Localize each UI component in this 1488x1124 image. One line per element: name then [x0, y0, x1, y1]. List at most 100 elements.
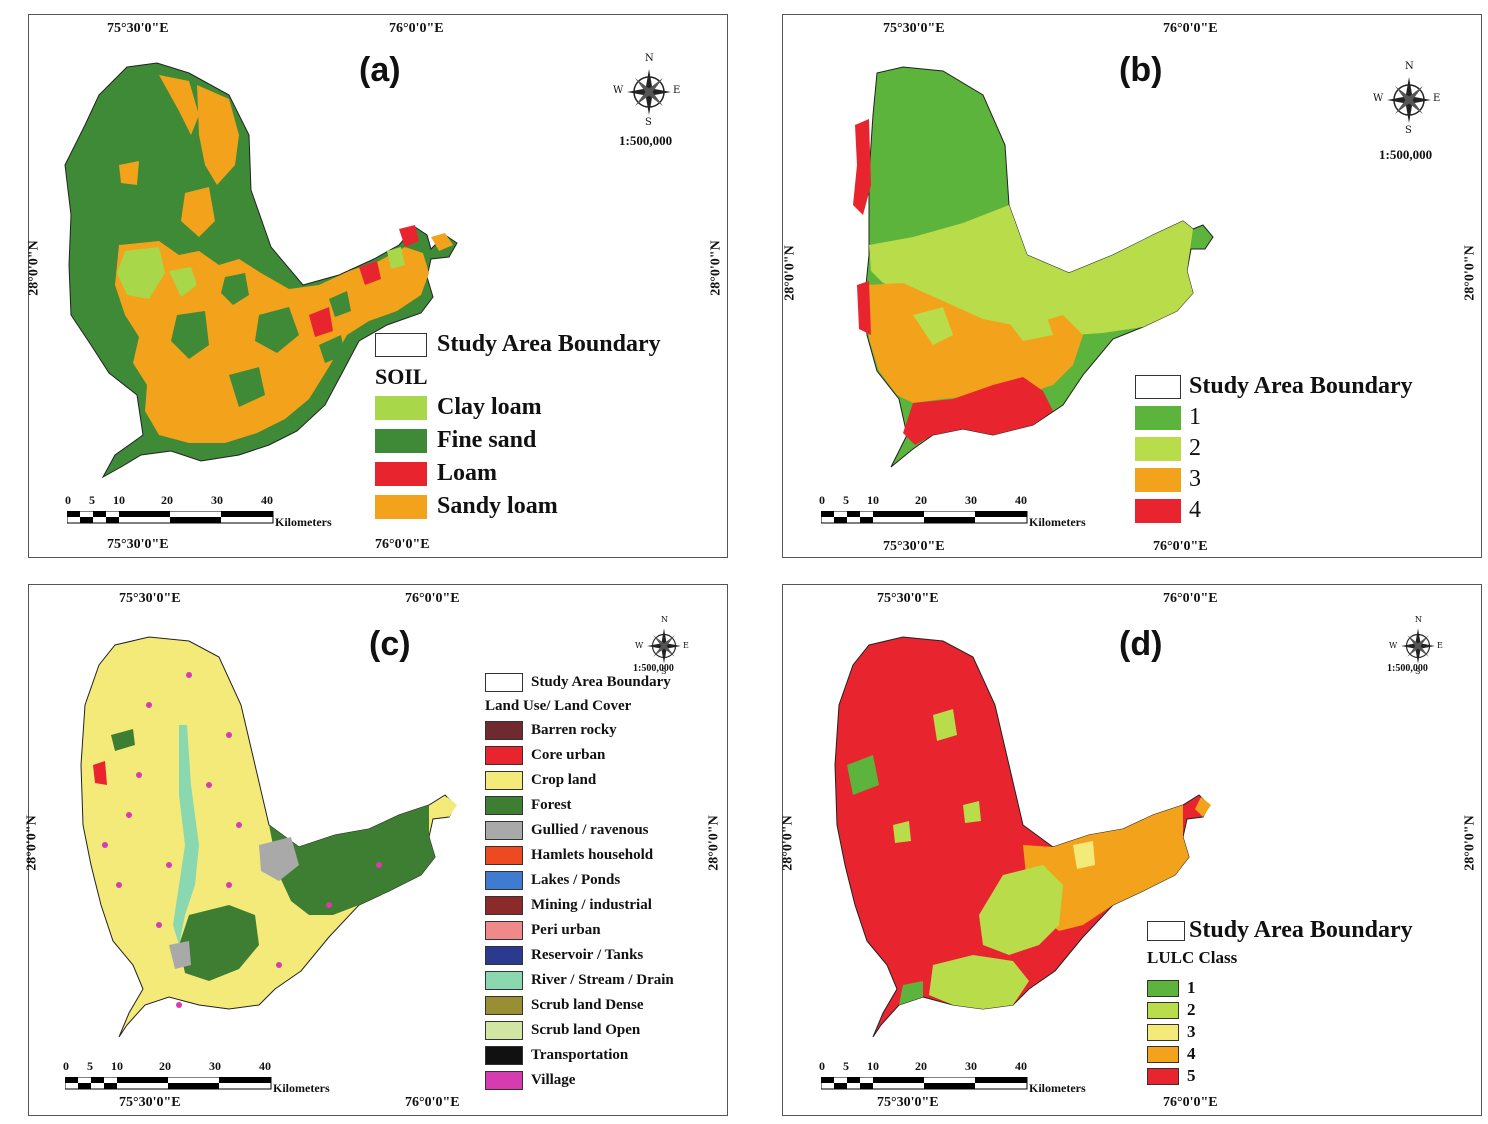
legend-boundary: Study Area Boundary — [1147, 917, 1413, 944]
compass-s: S — [1405, 125, 1412, 136]
top-coord-left: 75°30'0"E — [883, 21, 945, 36]
legend-item: Scrub land Open — [485, 1021, 674, 1040]
bottom-coord-left: 75°30'0"E — [877, 1095, 939, 1110]
legend-item: 4 — [1147, 1044, 1413, 1064]
legend-item: Peri urban — [485, 921, 674, 940]
legend-item: Gullied / ravenous — [485, 821, 674, 840]
legend-item: 3 — [1147, 1022, 1413, 1042]
legend-item: 5 — [1147, 1066, 1413, 1086]
legend-item: 1 — [1147, 978, 1413, 998]
legend-item: Village — [485, 1071, 674, 1090]
compass-icon — [647, 628, 681, 664]
scale-unit: Kilometers — [275, 515, 332, 529]
compass-rose: N S E W — [613, 53, 681, 128]
soil-map — [64, 62, 458, 479]
legend-boundary: Study Area Boundary — [375, 331, 661, 358]
compass-n: N — [645, 53, 654, 64]
bottom-coord-left: 75°30'0"E — [107, 537, 169, 552]
top-coord-right: 76°0'0"E — [1163, 21, 1218, 36]
legend-item: Sandy loam — [375, 493, 661, 520]
lulc-map — [80, 636, 457, 1038]
legend-item: Barren rocky — [485, 721, 674, 740]
scale-unit: Kilometers — [1029, 515, 1086, 529]
compass-s: S — [661, 667, 667, 676]
panel-label: (c) — [369, 625, 411, 663]
scale-bar-graphic — [821, 1077, 1028, 1090]
legend-item: Scrub land Dense — [485, 996, 674, 1015]
panel-c: 75°30'0"E 76°0'0"E 75°30'0"E 76°0'0"E 28… — [25, 584, 728, 1116]
legend-item: 2 — [1147, 1000, 1413, 1020]
top-coord-right: 76°0'0"E — [1163, 591, 1218, 606]
bottom-coord-left: 75°30'0"E — [883, 539, 945, 554]
compass-w: W — [1389, 641, 1398, 650]
compass-icon — [1401, 628, 1435, 664]
bottom-coord-right: 76°0'0"E — [405, 1095, 460, 1110]
panel-a: 75°30'0"E 76°0'0"E 75°30'0"E 76°0'0"E 28… — [27, 14, 728, 558]
top-coord-right: 76°0'0"E — [405, 591, 460, 606]
compass-w: W — [613, 85, 624, 96]
legend-item: Core urban — [485, 746, 674, 765]
panel-label: (b) — [1119, 51, 1163, 89]
legend-item: Fine sand — [375, 427, 661, 454]
compass-e: E — [1437, 641, 1443, 650]
legend-title: Land Use/ Land Cover — [485, 698, 632, 714]
compass-icon — [1387, 77, 1431, 123]
scale-bar: 0 5 10 20 30 40 Kilometers — [819, 1059, 1086, 1095]
compass-n: N — [661, 615, 668, 624]
legend-item: Reservoir / Tanks — [485, 946, 674, 965]
legend-item: 1 — [1135, 404, 1413, 431]
top-coord-left: 75°30'0"E — [877, 591, 939, 606]
compass-rose: N S E W — [635, 615, 689, 676]
class-map — [853, 66, 1214, 468]
lulc-class-map — [834, 636, 1211, 1038]
scale-ratio: 1:500,000 — [1379, 147, 1433, 162]
compass-rose: N S E W — [1373, 61, 1441, 136]
compass-s: S — [645, 117, 652, 128]
scale-bar-graphic — [821, 511, 1028, 524]
scale-bar-graphic — [65, 1077, 272, 1090]
legend-item: Crop land — [485, 771, 674, 790]
panel-label: (d) — [1119, 625, 1163, 663]
panel-label: (a) — [359, 51, 401, 89]
scale-ratio: 1:500,000 — [619, 133, 673, 148]
bottom-coord-right: 76°0'0"E — [375, 537, 430, 552]
legend-boundary: Study Area Boundary — [1135, 373, 1413, 400]
legend-item: Loam — [375, 460, 661, 487]
scale-bar: 0 5 10 20 30 40 Kilometers — [819, 493, 1086, 529]
bottom-coord-right: 76°0'0"E — [1163, 1095, 1218, 1110]
scale-bar: 0 5 10 20 30 40 Kilometers — [63, 1059, 330, 1095]
legend-item: 4 — [1135, 497, 1413, 524]
panel-d: 75°30'0"E 76°0'0"E 75°30'0"E 76°0'0"E 28… — [781, 584, 1482, 1116]
top-coord-left: 75°30'0"E — [119, 591, 181, 606]
scale-bar: 0 5 10 20 30 40 Kilometers — [65, 493, 332, 529]
legend-item: 3 — [1135, 466, 1413, 493]
legend: Study Area Boundary Land Use/ Land Cover… — [485, 673, 674, 1090]
scale-ratio: 1:500,000 — [1387, 663, 1428, 674]
top-coord-right: 76°0'0"E — [389, 21, 444, 36]
legend-item: Lakes / Ponds — [485, 871, 674, 890]
compass-e: E — [673, 85, 681, 96]
bottom-coord-left: 75°30'0"E — [119, 1095, 181, 1110]
legend-title: SOIL — [375, 364, 428, 389]
compass-n: N — [1405, 61, 1414, 72]
bottom-coord-right: 76°0'0"E — [1153, 539, 1208, 554]
legend-title: LULC Class — [1147, 948, 1238, 967]
legend: Study Area Boundary LULC Class 1 2 3 4 5 — [1147, 917, 1413, 1086]
compass-s: S — [1415, 667, 1421, 676]
scale-ratio: 1:500,000 — [633, 663, 674, 674]
panel-b: 75°30'0"E 76°0'0"E 75°30'0"E 76°0'0"E 28… — [782, 14, 1482, 558]
legend-item: Clay loam — [375, 394, 661, 421]
legend-item: 2 — [1135, 435, 1413, 462]
compass-rose: N S E W — [1389, 615, 1443, 676]
scale-unit: Kilometers — [1029, 1081, 1086, 1095]
compass-icon — [627, 69, 671, 115]
legend-boundary: Study Area Boundary — [485, 673, 674, 692]
compass-e: E — [1433, 93, 1441, 104]
legend-item: River / Stream / Drain — [485, 971, 674, 990]
scale-bar-graphic — [67, 511, 274, 524]
legend-item: Mining / industrial — [485, 896, 674, 915]
top-coord-left: 75°30'0"E — [107, 21, 169, 36]
compass-w: W — [1373, 93, 1384, 104]
legend-item: Hamlets household — [485, 846, 674, 865]
scale-unit: Kilometers — [273, 1081, 330, 1095]
